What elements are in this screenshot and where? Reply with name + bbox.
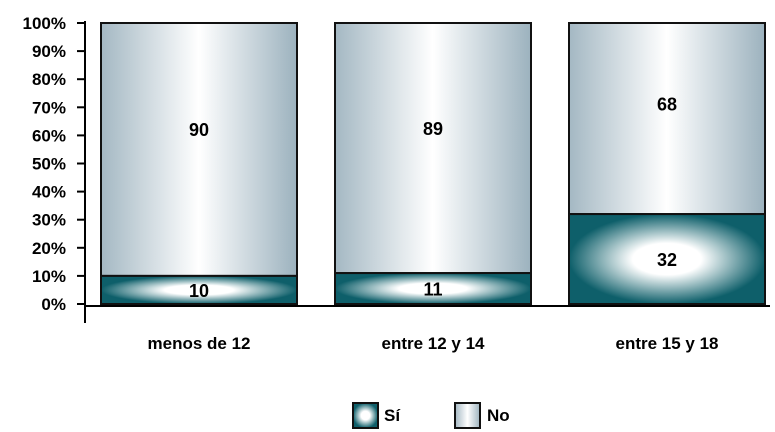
bars [100,22,766,305]
data-label-si: 10 [189,281,209,301]
data-label-no: 68 [657,94,677,114]
legend-swatch-no [454,402,481,429]
category-label: entre 15 y 18 [615,334,718,353]
y-tick-label: 30% [32,211,66,230]
category-label: entre 12 y 14 [381,334,485,353]
legend: Sí No [352,402,510,429]
y-tick-label: 100% [23,14,66,33]
y-tick-label: 90% [32,42,66,61]
bar-no [334,22,532,275]
legend-label: No [487,406,510,425]
data-label-no: 89 [423,119,443,139]
x-axis-labels: menos de 12 entre 12 y 14 entre 15 y 18 [148,334,719,353]
bar-si [100,274,298,305]
y-tick-label: 0% [41,295,66,314]
y-tick-label: 70% [32,98,66,117]
data-label-si: 32 [657,250,677,270]
bar-si [568,213,766,305]
y-tick-label: 80% [32,70,66,89]
bar-no [100,22,298,277]
y-tick-label: 40% [32,183,66,202]
y-tick-label: 60% [32,126,66,145]
bar-si [334,272,532,305]
legend-swatch-si [352,402,379,429]
y-tick-label: 10% [32,267,66,286]
data-labels: 10 90 11 89 32 68 [189,94,677,301]
bar-no [568,22,766,216]
data-label-si: 11 [423,280,442,300]
y-tick-label: 20% [32,239,66,258]
y-axis: 0% 10% 20% 30% 40% 50% 60% 70% 80% 90% 100% [23,14,770,323]
y-tick-label: 50% [32,155,66,174]
data-label-no: 90 [189,120,209,140]
legend-label: Sí [384,406,401,425]
category-label: menos de 12 [148,334,251,353]
